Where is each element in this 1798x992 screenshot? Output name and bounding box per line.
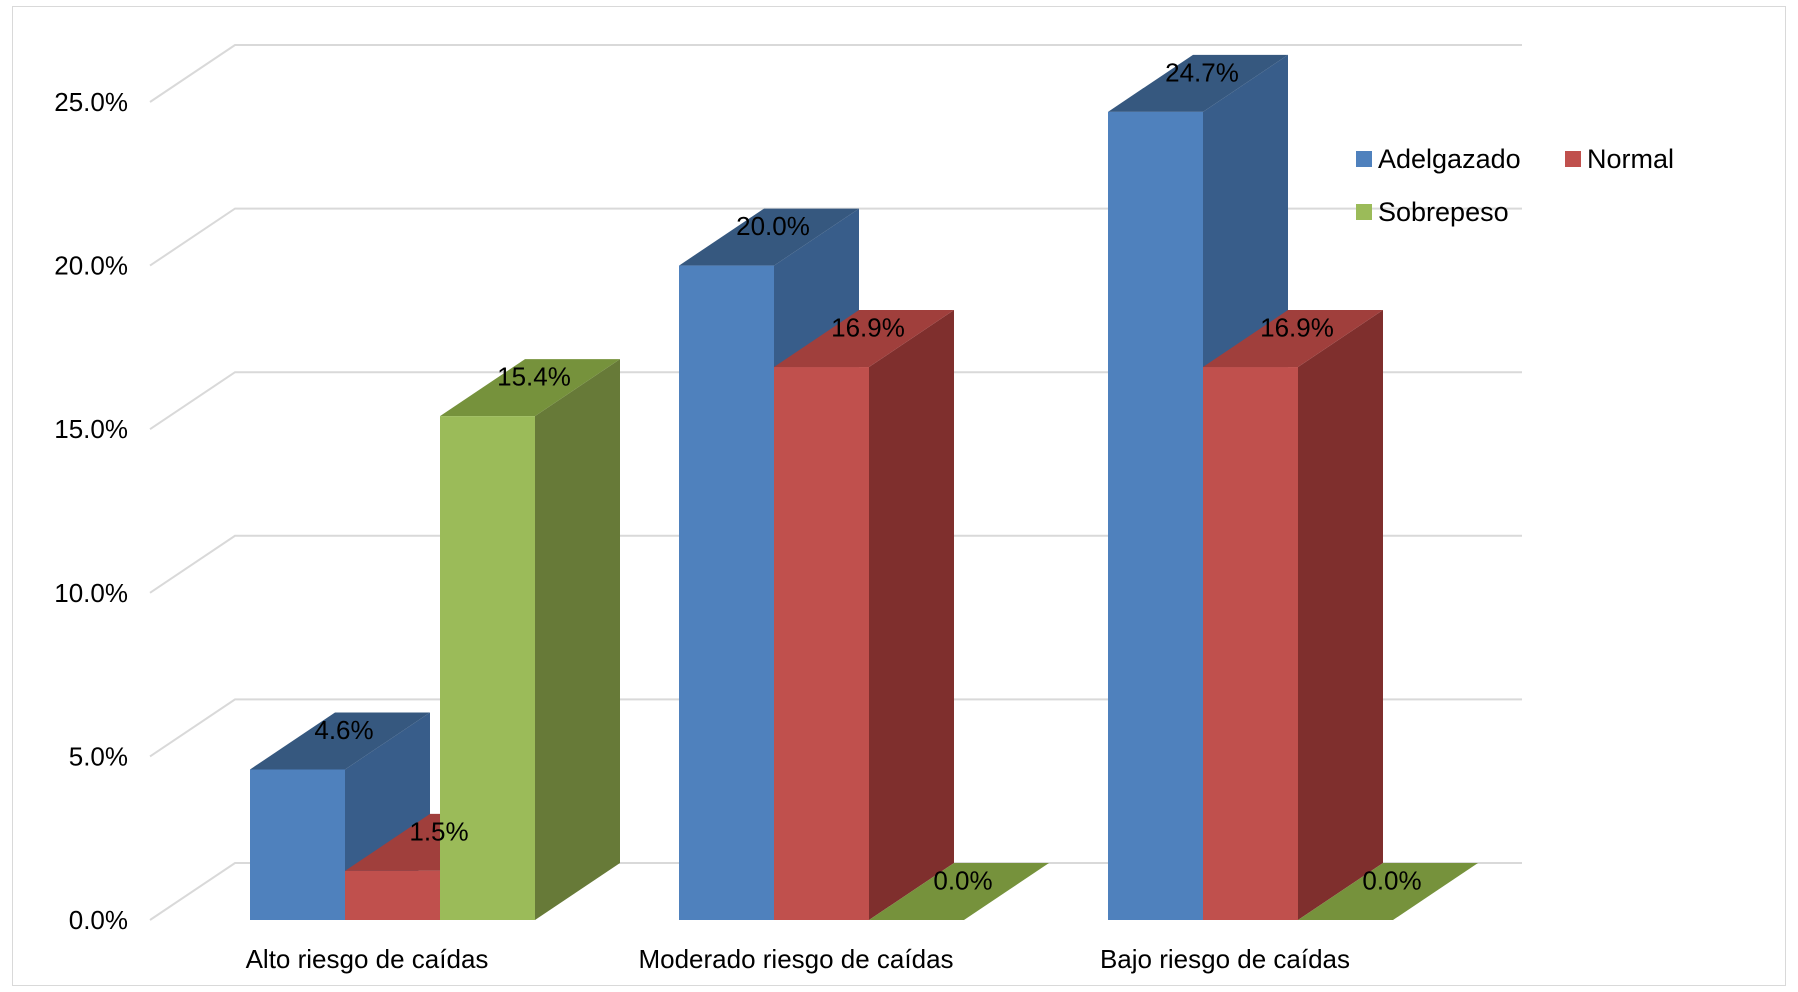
bar-side <box>869 310 954 920</box>
data-label: 20.0% <box>736 211 810 241</box>
data-label: 0.0% <box>1362 866 1421 896</box>
y-tick-label: 25.0% <box>54 87 128 117</box>
x-tick-label: Bajo riesgo de caídas <box>1100 944 1350 974</box>
y-tick-label: 15.0% <box>54 414 128 444</box>
bar-front <box>774 367 869 920</box>
y-tick-label: 5.0% <box>69 741 128 771</box>
x-axis-ticks: Alto riesgo de caídas Moderado riesgo de … <box>246 944 1350 974</box>
bar-front <box>1108 112 1203 920</box>
bar-front <box>250 769 345 920</box>
data-label: 4.6% <box>314 715 373 745</box>
legend-item: Adelgazado <box>1356 144 1521 174</box>
data-label: 0.0% <box>933 866 992 896</box>
bar-front <box>679 266 774 920</box>
y-tick-label: 10.0% <box>54 578 128 608</box>
y-tick-label: 20.0% <box>54 251 128 281</box>
bar-front <box>345 871 440 920</box>
data-label: 24.7% <box>1165 57 1239 87</box>
x-tick-label: Moderado riesgo de caídas <box>638 944 953 974</box>
data-label: 16.9% <box>831 313 905 343</box>
data-label: 1.5% <box>409 816 468 846</box>
gridline <box>150 45 1522 102</box>
bars <box>250 55 1478 920</box>
bar-normal-1 <box>774 310 954 920</box>
y-tick-label: 0.0% <box>69 905 128 935</box>
legend-label: Adelgazado <box>1378 144 1521 174</box>
bar-normal-2 <box>1203 310 1383 920</box>
legend: Adelgazado Normal Sobrepeso <box>1356 144 1674 227</box>
data-label: 15.4% <box>497 362 571 392</box>
bar-side <box>1298 310 1383 920</box>
legend-swatch <box>1356 204 1372 220</box>
legend-item: Sobrepeso <box>1356 197 1509 227</box>
x-tick-label: Alto riesgo de caídas <box>246 944 489 974</box>
y-axis-ticks: 0.0% 5.0% 10.0% 15.0% 20.0% 25.0% <box>54 87 128 935</box>
bar-side <box>535 359 620 920</box>
legend-swatch <box>1565 151 1581 167</box>
bar-front <box>1203 367 1298 920</box>
legend-label: Normal <box>1587 144 1674 174</box>
legend-swatch <box>1356 151 1372 167</box>
legend-label: Sobrepeso <box>1378 197 1509 227</box>
data-label: 16.9% <box>1260 313 1334 343</box>
legend-item: Normal <box>1565 144 1674 174</box>
